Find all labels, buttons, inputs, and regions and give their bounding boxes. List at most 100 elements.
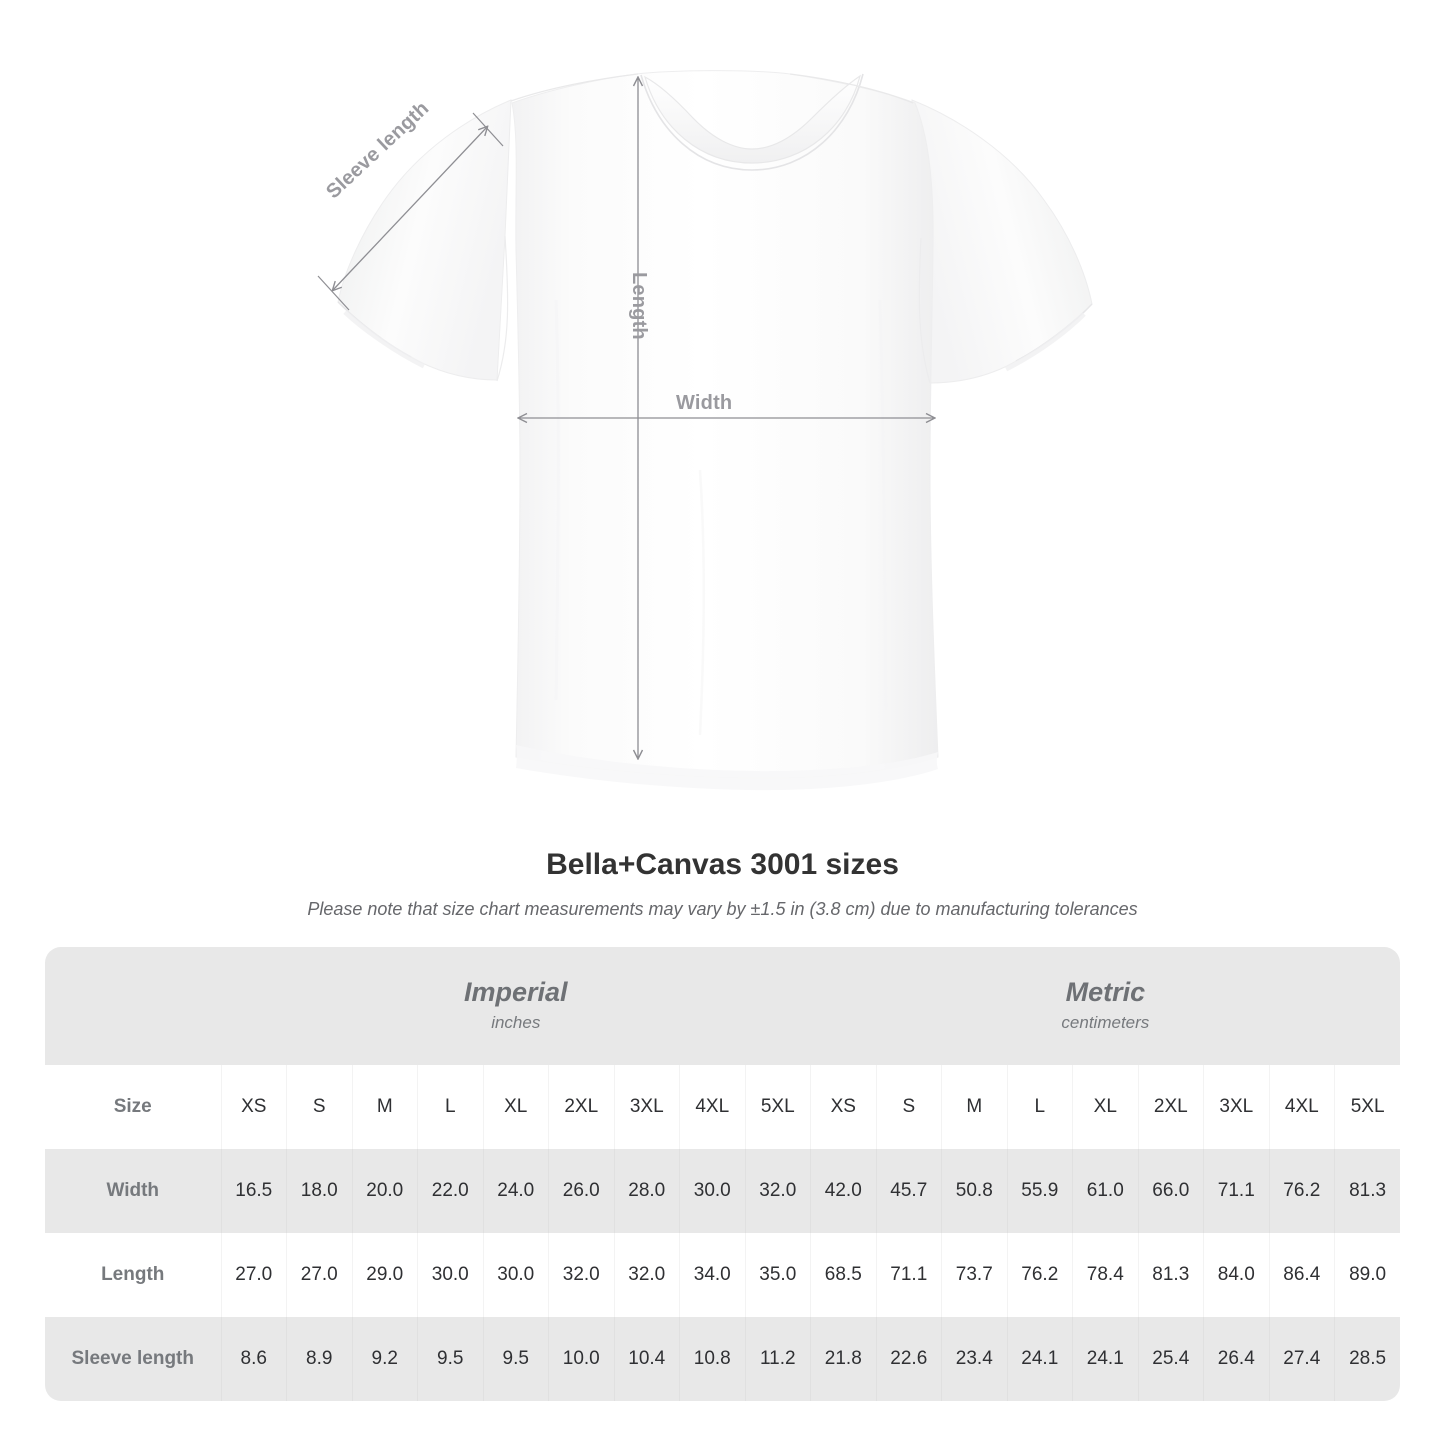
size-header-cell-1: S — [286, 1065, 352, 1149]
cell-width-L-metric: 55.9 — [1006, 1149, 1073, 1233]
table-row-sleeve-length: Sleeve length 8.6 8.9 9.2 9.5 9.5 10.0 10.4 10.8… — [45, 1317, 1401, 1401]
cell-length-S-metric: 71.1 — [875, 1233, 942, 1317]
size-header-cell-3: L — [417, 1065, 483, 1149]
row-label-sleeve-length: Sleeve length — [45, 1317, 221, 1401]
cell-length-XL-metric: 78.4 — [1072, 1233, 1139, 1317]
dimension-lines — [317, 78, 934, 758]
cell-sleeve-length-S-metric: 22.6 — [875, 1317, 942, 1401]
cell-width-2XL-imperial: 26.0 — [548, 1149, 614, 1233]
cell-length-3XL-imperial: 32.0 — [613, 1233, 680, 1317]
cell-sleeve-length-XS-metric: 21.8 — [810, 1317, 877, 1401]
size-header-cell-17: 5XL — [1334, 1065, 1401, 1149]
unit-header-spacer — [45, 947, 221, 1065]
cell-width-3XL-metric: 71.1 — [1203, 1149, 1270, 1233]
unit-group-metric: Metric centimeters — [810, 947, 1401, 1065]
cell-sleeve-length-2XL-metric: 25.4 — [1137, 1317, 1204, 1401]
size-header-cell-16: 4XL — [1268, 1065, 1335, 1149]
cell-sleeve-length-XS-imperial: 8.6 — [220, 1317, 287, 1401]
row-label-size: Size — [45, 1065, 221, 1149]
unit-group-imperial: Imperial inches — [221, 947, 811, 1065]
cell-width-XL-metric: 61.0 — [1072, 1149, 1139, 1233]
cell-sleeve-length-M-metric: 23.4 — [941, 1317, 1008, 1401]
cell-sleeve-length-XL-imperial: 9.5 — [482, 1317, 549, 1401]
cell-length-5XL-metric: 89.0 — [1334, 1233, 1401, 1317]
cell-length-3XL-metric: 84.0 — [1203, 1233, 1270, 1317]
sleeve-tick-lower — [317, 275, 350, 311]
size-header-cell-5: 2XL — [548, 1065, 614, 1149]
cell-sleeve-length-XL-metric: 24.1 — [1072, 1317, 1139, 1401]
unit-header-row: Imperial inches Metric centimeters — [45, 947, 1401, 1065]
cell-sleeve-length-M-imperial: 9.2 — [351, 1317, 418, 1401]
cell-width-S-imperial: 18.0 — [286, 1149, 352, 1233]
table-row-size: Size XS S M L XL 2XL 3XL 4XL 5XL XS S M L XL 2XL 3XL 4XL 5… — [45, 1065, 1401, 1149]
cell-sleeve-length-5XL-imperial: 11.2 — [744, 1317, 811, 1401]
cell-length-2XL-metric: 81.3 — [1137, 1233, 1204, 1317]
cell-sleeve-length-3XL-imperial: 10.4 — [613, 1317, 680, 1401]
cell-length-4XL-imperial: 34.0 — [679, 1233, 745, 1317]
cell-length-L-imperial: 30.0 — [417, 1233, 483, 1317]
title-block: Bella+Canvas 3001 sizes Please note that… — [0, 846, 1445, 921]
row-label-length: Length — [45, 1233, 221, 1317]
cell-width-XL-imperial: 24.0 — [482, 1149, 549, 1233]
size-chart-table: Imperial inches Metric centimeters Size XS S M L… — [45, 947, 1401, 1401]
cell-length-2XL-imperial: 32.0 — [548, 1233, 614, 1317]
cell-length-XL-imperial: 30.0 — [482, 1233, 549, 1317]
sleeve-tick-upper — [472, 112, 504, 147]
cell-width-L-imperial: 22.0 — [417, 1149, 483, 1233]
cell-sleeve-length-S-imperial: 8.9 — [286, 1317, 352, 1401]
cell-sleeve-length-2XL-imperial: 10.0 — [548, 1317, 614, 1401]
cell-sleeve-length-L-imperial: 9.5 — [417, 1317, 483, 1401]
unit-group-subtitle: centimeters — [1061, 1013, 1150, 1032]
size-header-cell-7: 4XL — [679, 1065, 745, 1149]
width-label: Width — [676, 392, 733, 414]
cell-width-4XL-imperial: 30.0 — [679, 1149, 745, 1233]
size-header-cell-8: 5XL — [744, 1065, 811, 1149]
cell-length-XS-metric: 68.5 — [810, 1233, 877, 1317]
cell-width-M-imperial: 20.0 — [351, 1149, 418, 1233]
sleeve-length-dimension-arrow — [333, 127, 487, 290]
cell-length-4XL-metric: 86.4 — [1268, 1233, 1335, 1317]
cell-sleeve-length-L-metric: 24.1 — [1006, 1317, 1073, 1401]
table-row-length: Length 27.0 27.0 29.0 30.0 30.0 32.0 32.0 34.0 35… — [45, 1233, 1401, 1317]
tshirt-illustration — [317, 70, 1093, 779]
cell-length-5XL-imperial: 35.0 — [744, 1233, 811, 1317]
cell-width-S-metric: 45.7 — [875, 1149, 942, 1233]
cell-width-5XL-imperial: 32.0 — [744, 1149, 811, 1233]
cell-length-L-metric: 76.2 — [1006, 1233, 1073, 1317]
cell-width-4XL-metric: 76.2 — [1268, 1149, 1335, 1233]
size-header-cell-14: 2XL — [1137, 1065, 1204, 1149]
size-header-cell-6: 3XL — [613, 1065, 680, 1149]
size-header-cell-13: XL — [1072, 1065, 1139, 1149]
cell-length-XS-imperial: 27.0 — [220, 1233, 287, 1317]
unit-group-name: Imperial — [464, 977, 568, 1007]
cell-width-2XL-metric: 66.0 — [1137, 1149, 1204, 1233]
table-row-width: Width 16.5 18.0 20.0 22.0 24.0 26.0 28.0 30.0 32.… — [45, 1149, 1401, 1233]
cell-sleeve-length-4XL-metric: 27.4 — [1268, 1317, 1335, 1401]
tshirt-diagram: Sleeve length Length Width — [317, 70, 1093, 779]
size-header-cell-11: M — [941, 1065, 1008, 1149]
size-header-cell-15: 3XL — [1203, 1065, 1270, 1149]
size-header-cell-12: L — [1006, 1065, 1073, 1149]
cell-sleeve-length-3XL-metric: 26.4 — [1203, 1317, 1270, 1401]
cell-sleeve-length-5XL-metric: 28.5 — [1334, 1317, 1401, 1401]
page-title: Bella+Canvas 3001 sizes — [546, 848, 899, 881]
tolerance-note: Please note that size chart measurements… — [307, 899, 1138, 919]
unit-group-name: Metric — [1065, 977, 1146, 1007]
cell-length-M-metric: 73.7 — [941, 1233, 1008, 1317]
size-header-cell-0: XS — [220, 1065, 287, 1149]
cell-sleeve-length-4XL-imperial: 10.8 — [679, 1317, 745, 1401]
unit-group-subtitle: inches — [491, 1013, 541, 1032]
size-header-cell-4: XL — [482, 1065, 549, 1149]
size-header-cell-9: XS — [810, 1065, 877, 1149]
size-chart-table-wrap: Imperial inches Metric centimeters Size XS S M L… — [45, 947, 1401, 1401]
cell-width-M-metric: 50.8 — [941, 1149, 1008, 1233]
size-header-cell-2: M — [351, 1065, 418, 1149]
row-label-width: Width — [45, 1149, 221, 1233]
cell-length-S-imperial: 27.0 — [286, 1233, 352, 1317]
cell-width-3XL-imperial: 28.0 — [613, 1149, 680, 1233]
cell-width-5XL-metric: 81.3 — [1334, 1149, 1401, 1233]
length-label: Length — [628, 272, 650, 340]
size-header-cell-10: S — [875, 1065, 942, 1149]
cell-width-XS-imperial: 16.5 — [220, 1149, 287, 1233]
cell-length-M-imperial: 29.0 — [351, 1233, 418, 1317]
